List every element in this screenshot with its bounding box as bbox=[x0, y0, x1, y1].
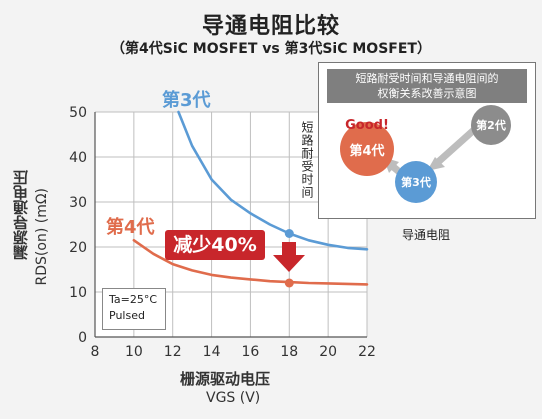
x-axis-label-en: VGS (V) bbox=[206, 390, 261, 406]
series-marker-gen3 bbox=[284, 229, 294, 238]
y-tick-label: 40 bbox=[69, 150, 87, 166]
series-line-gen4 bbox=[132, 239, 369, 286]
conditions-note: Ta=25°C Pulsed bbox=[102, 288, 166, 330]
gen3-bubble-icon bbox=[395, 161, 437, 203]
arrow-gen2-gen3 bbox=[434, 126, 478, 166]
arrowhead-gen3 bbox=[427, 157, 445, 171]
x-tick-label: 22 bbox=[358, 344, 376, 360]
gen3-bubble-label: 第3代 bbox=[401, 175, 431, 189]
gen2-bubble-icon bbox=[471, 105, 511, 145]
series-marker-gen4 bbox=[284, 278, 294, 288]
x-tick-label: 8 bbox=[91, 344, 100, 360]
x-axis-label-cn: 栅源驱动电压 bbox=[180, 370, 271, 388]
inset-header-line2: 权衡关系改善示意图 bbox=[377, 87, 477, 100]
gen4-bubble-label: 第4代 bbox=[349, 143, 384, 159]
inset-y-label: 短路耐受时间 bbox=[300, 121, 314, 199]
y-tick-label: 20 bbox=[69, 240, 87, 256]
x-tick-label: 18 bbox=[280, 344, 298, 360]
x-tick-label: 20 bbox=[319, 344, 337, 360]
x-tick-label: 12 bbox=[164, 344, 182, 360]
inset-header: 短路耐受时间和导通电阻间的 权衡关系改善示意图 bbox=[327, 69, 527, 103]
gen2-bubble-label: 第2代 bbox=[476, 118, 506, 132]
series-labels: 第3代 第4代 bbox=[106, 89, 211, 238]
y-tick-label: 30 bbox=[69, 195, 87, 211]
down-arrow bbox=[273, 242, 305, 272]
x-tick-label: 10 bbox=[125, 344, 143, 360]
note-pulsed: Pulsed bbox=[109, 309, 145, 322]
tradeoff-inset: 短路耐受时间和导通电阻间的 权衡关系改善示意图 Good! 第4代 第3代 第2… bbox=[318, 62, 536, 219]
series-group bbox=[132, 110, 369, 288]
chart-title: 导通电阻比较 bbox=[201, 14, 340, 39]
x-ticks: 8 10 12 14 16 18 20 22 bbox=[91, 344, 376, 360]
note-temp: Ta=25°C bbox=[109, 293, 158, 306]
gen3-label: 第3代 bbox=[162, 89, 211, 111]
y-axis-label-cn: 漏源导通电压 bbox=[12, 170, 30, 260]
y-tick-label: 10 bbox=[69, 285, 87, 301]
x-tick-label: 14 bbox=[203, 344, 221, 360]
inset-x-label: 导通电阻 bbox=[402, 228, 451, 242]
y-axis-label-en: RDS(on) (mΩ) bbox=[34, 188, 50, 286]
chart-subtitle: （第4代SiC MOSFET vs 第3代SiC MOSFET） bbox=[111, 41, 431, 57]
y-tick-label: 50 bbox=[69, 105, 87, 121]
good-label: Good! bbox=[345, 118, 389, 133]
inset-diagram: Good! 第4代 第3代 第2代 bbox=[340, 105, 511, 203]
x-tick-label: 16 bbox=[242, 344, 260, 360]
inset-header-line1: 短路耐受时间和导通电阻间的 bbox=[355, 72, 499, 85]
y-tick-label: 0 bbox=[78, 330, 87, 346]
gen4-bubble-icon bbox=[340, 122, 394, 176]
reduction-badge: 减少40% bbox=[165, 230, 265, 260]
gen4-label: 第4代 bbox=[106, 216, 155, 238]
series-line-gen3 bbox=[177, 110, 369, 251]
y-ticks: 0 10 20 30 40 50 bbox=[69, 105, 87, 346]
